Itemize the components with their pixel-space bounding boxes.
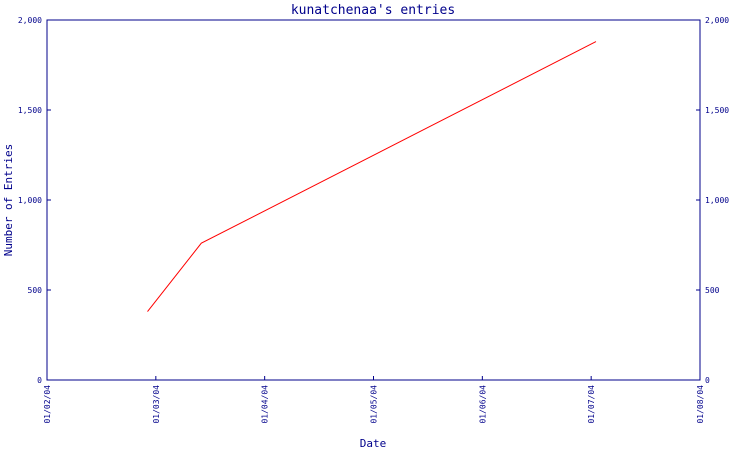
y-tick-label-left: 1,000: [18, 196, 42, 205]
x-tick-label: 01/02/04: [43, 385, 52, 424]
y-tick-label-left: 500: [28, 286, 43, 295]
x-axis: 01/02/04 01/03/04 01/04/04 01/05/04 01/06/04…: [43, 376, 705, 424]
y-axis-label: Number of Entries: [2, 144, 15, 257]
y-tick-label-right: 500: [705, 286, 720, 295]
y-tick-label-left: 1,500: [18, 106, 42, 115]
y-tick-label-left: 0: [37, 376, 42, 385]
y-tick-label-right: 1,000: [705, 196, 729, 205]
series-line: [147, 41, 597, 312]
y-tick-label-right: 0: [705, 376, 710, 385]
x-axis-label: Date: [360, 437, 387, 450]
x-tick-label: 01/05/04: [370, 385, 379, 424]
y-axis-left: 0 500 1,000 1,500 2,000: [18, 16, 51, 385]
x-tick-label: 01/07/04: [587, 385, 596, 424]
y-tick-label-right: 1,500: [705, 106, 729, 115]
series-layer: [147, 41, 597, 312]
x-tick-label: 01/04/04: [261, 385, 270, 424]
y-tick-label-right: 2,000: [705, 16, 729, 25]
y-axis-right: 0 500 1,000 1,500 2,000: [696, 16, 729, 385]
y-tick-label-left: 2,000: [18, 16, 42, 25]
chart-title: kunatchenaa's entries: [291, 3, 455, 18]
plot-frame: [46, 19, 701, 381]
x-tick-label: 01/08/04: [696, 385, 705, 424]
x-tick-label: 01/06/04: [478, 385, 487, 424]
x-tick-label: 01/03/04: [152, 385, 161, 424]
